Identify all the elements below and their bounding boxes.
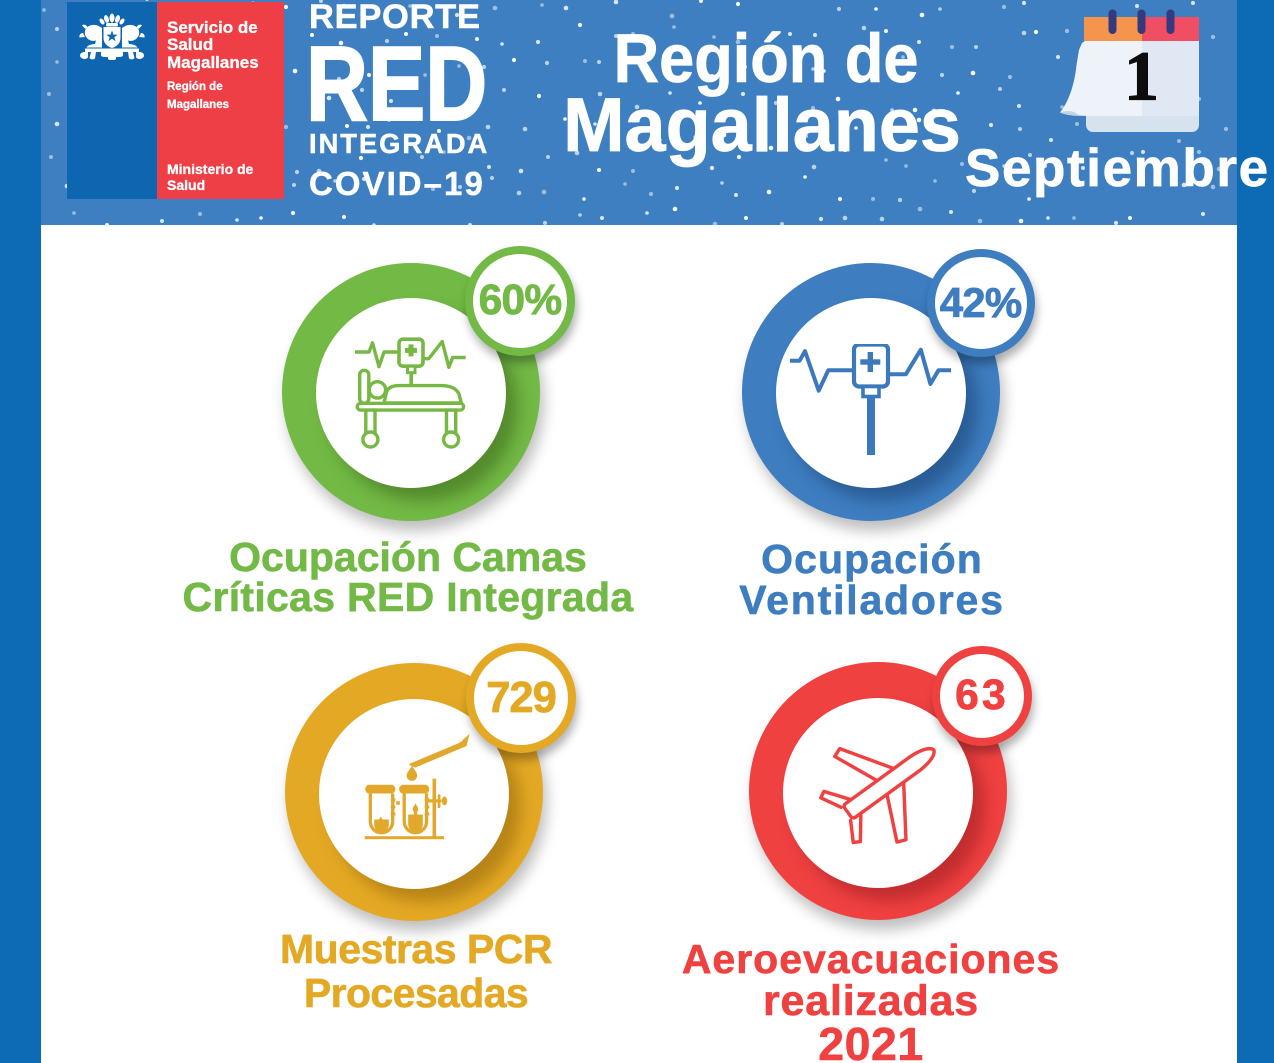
svg-text:1: 1 [1124, 39, 1159, 116]
